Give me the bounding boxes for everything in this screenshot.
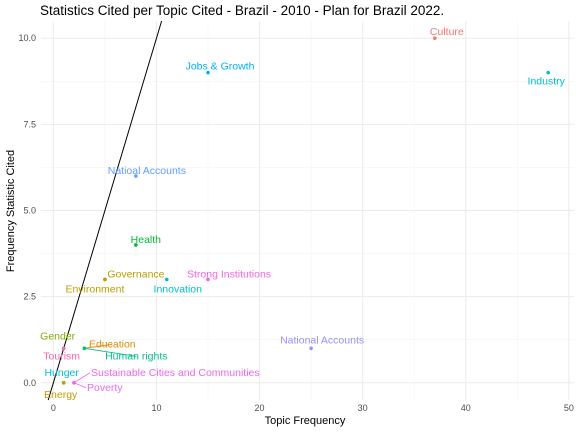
data-point [206, 277, 210, 282]
label-leader-line [84, 343, 113, 349]
point-label: Jobs & Growth [186, 61, 255, 73]
y-tick-label: 7.5 [23, 119, 36, 129]
x-tick-label: 0 [51, 403, 56, 413]
point-label: Industry [528, 76, 566, 88]
x-tick-label: 20 [255, 403, 265, 413]
data-point [72, 380, 76, 385]
point-label: Hunger [44, 367, 79, 379]
label-leader-line [73, 372, 91, 384]
reference-line-layer [47, 20, 163, 401]
point-label: Poverty [87, 382, 123, 394]
data-point [546, 70, 551, 75]
point-label: Environment [65, 283, 124, 295]
point-label: Human rights [105, 350, 167, 362]
data-points [61, 36, 551, 385]
x-axis-ticks: 0 10 20 30 40 50 [51, 403, 574, 413]
point-label: Tourism [43, 350, 80, 362]
point-label: Gender [40, 330, 76, 342]
data-point [309, 346, 313, 351]
point-label: Governance [107, 268, 164, 280]
y-tick-label: 0.0 [23, 378, 36, 388]
data-point [103, 277, 107, 282]
y-tick-label: 5.0 [23, 206, 36, 216]
y-tick-label: 10.0 [18, 33, 36, 43]
label-leader-line [84, 347, 137, 357]
x-tick-label: 40 [461, 403, 471, 413]
data-point [206, 70, 210, 75]
data-point [61, 346, 66, 351]
label-leader-line [73, 382, 87, 389]
data-point [164, 277, 169, 282]
x-tick-label: 30 [358, 403, 368, 413]
grid [41, 21, 574, 400]
point-label: Health [131, 234, 162, 246]
point-label: Sustainable Cities and Communities [91, 367, 260, 379]
data-point [61, 380, 66, 385]
x-tick-label: 50 [564, 403, 574, 413]
data-point [134, 174, 138, 178]
point-label: Natioal Accounts [108, 165, 186, 177]
x-axis-title: Topic Frequency [265, 415, 346, 427]
label-leader-lines [73, 343, 137, 389]
point-label: Culture [430, 26, 464, 38]
y-axis-ticks: 0.0 2.5 5.0 7.5 10.0 [18, 33, 36, 388]
point-labels: Culture Jobs & Growth Industry Natioal Acco… [40, 26, 565, 401]
data-point [82, 346, 87, 351]
reference-line [47, 20, 163, 401]
data-point [433, 36, 437, 41]
point-label: Education [89, 338, 136, 350]
point-label: Strong Institutions [187, 268, 271, 280]
point-label: National Accounts [280, 334, 364, 346]
y-axis-title: Frequency Statistic Cited [5, 150, 17, 272]
point-label: Innovation [154, 283, 203, 295]
point-label: Energy [44, 389, 78, 401]
y-tick-label: 2.5 [23, 292, 36, 302]
data-point [134, 243, 138, 247]
x-tick-label: 10 [151, 403, 161, 413]
chart-title: Statistics Cited per Topic Cited - Brazi… [40, 3, 444, 18]
